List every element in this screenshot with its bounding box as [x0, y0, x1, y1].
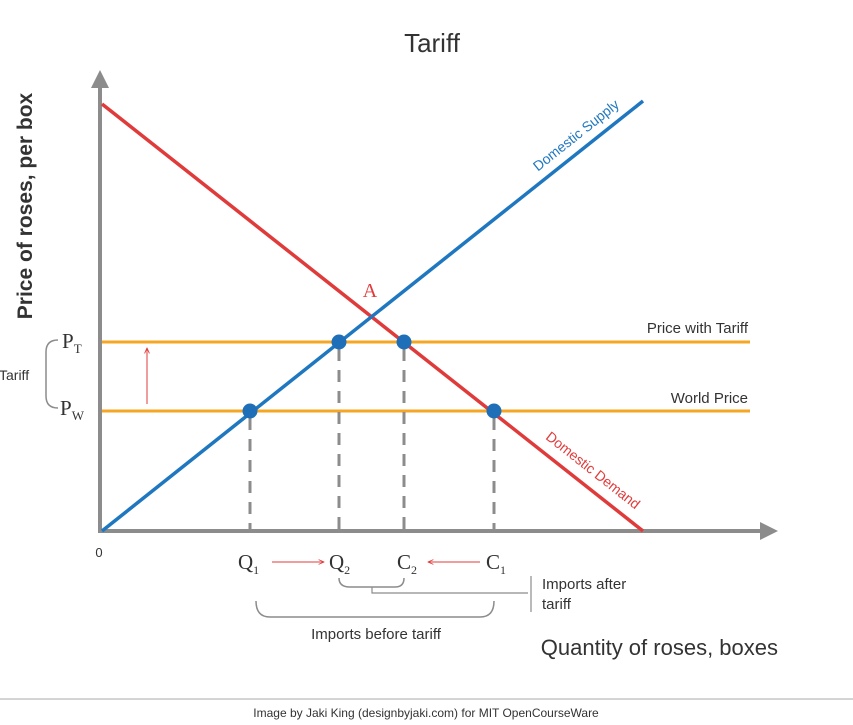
y-axis-arrowhead [91, 70, 109, 88]
imports-before-label: Imports before tariff [311, 626, 442, 643]
chart-title: Tariff [404, 28, 461, 58]
imports-after-label-line1: Imports after [542, 576, 626, 593]
imports-after-label-line2: tariff [542, 596, 572, 613]
origin-label: 0 [95, 545, 102, 560]
point-q1-pw [242, 403, 258, 419]
tariff-bracket [45, 339, 59, 409]
world-price-label: World Price [671, 390, 748, 407]
y-axis-label: Price of roses, per box [14, 92, 37, 319]
imports-after-leader [371, 587, 528, 594]
x-axis-label: Quantity of roses, boxes [541, 635, 778, 660]
tariff-label: Tariff [0, 367, 29, 383]
price-world-label: PW [60, 396, 85, 423]
axes [91, 70, 778, 540]
point-q2-pt [331, 334, 347, 350]
equilibrium-label: A [363, 280, 378, 302]
x-axis-arrowhead [760, 522, 778, 540]
domestic-supply-label: Domestic Supply [530, 96, 622, 174]
drop-lines [248, 349, 496, 531]
point-c2-pt [396, 334, 412, 350]
price-tariff-label: PT [62, 329, 82, 356]
domestic-demand-label: Domestic Demand [543, 428, 643, 512]
price-with-tariff-label: Price with Tariff [647, 320, 749, 337]
domestic-supply-line [100, 99, 645, 533]
credit-text: Image by Jaki King (designbyjaki.com) fo… [253, 706, 599, 720]
imports-before-bracket [255, 600, 495, 618]
intersection-points [242, 334, 502, 419]
quantity-label-c2: C2 [397, 550, 417, 577]
imports-after-bracket [338, 577, 405, 588]
quantity-label-c1: C1 [486, 550, 506, 577]
point-c1-pw [486, 403, 502, 419]
quantity-label-q2: Q2 [329, 550, 350, 577]
quantity-label-q1: Q1 [238, 550, 259, 577]
